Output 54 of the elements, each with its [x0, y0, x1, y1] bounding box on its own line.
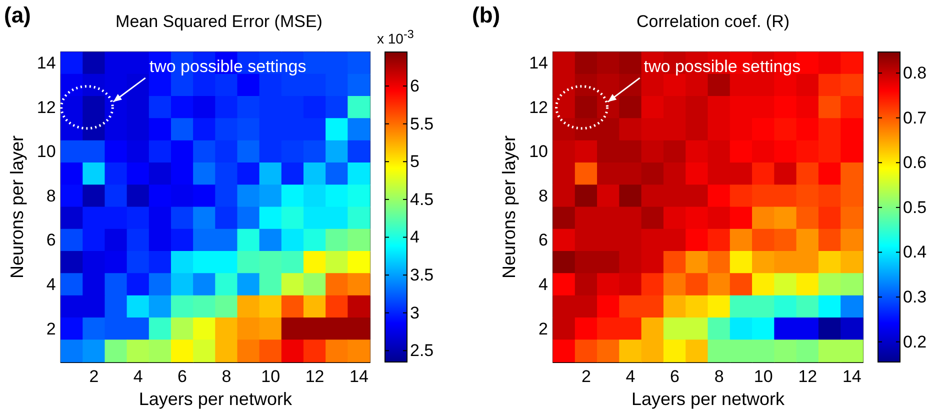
x-tick-label: 10 [261, 367, 280, 386]
x-tick-label: 12 [305, 367, 324, 386]
x-tick-label: 2 [581, 367, 591, 386]
color-bar-label: 0.3 [903, 288, 927, 307]
y-tick-label: 8 [538, 186, 548, 206]
x-tick-label: 4 [133, 367, 143, 386]
y-axis-title: Neurons per layer [499, 135, 520, 279]
x-tick-label: 8 [714, 367, 724, 386]
color-bar-label: 5 [410, 152, 420, 172]
y-tick-label: 10 [529, 142, 548, 162]
color-bar-label: 0.5 [903, 198, 927, 217]
color-bar-label: 5.5 [410, 114, 434, 134]
x-axis-title: Layers per network [631, 388, 786, 409]
y-tick-label: 14 [529, 54, 548, 73]
color-bar-label: 0.6 [903, 153, 927, 172]
y-tick-label: 2 [538, 319, 548, 338]
y-tick-label: 14 [36, 54, 56, 73]
x-axis-title: Layers per network [138, 388, 293, 409]
x-tick-label: 6 [178, 367, 188, 386]
color-bar-label: 3.5 [410, 266, 434, 285]
text: (b) [472, 2, 500, 28]
x-tick-label: 14 [349, 367, 368, 386]
y-tick-label: 6 [46, 230, 56, 250]
chart-title: Correlation coef. (R) [636, 12, 790, 31]
annotation: two possible settings [644, 56, 801, 76]
annotation: two possible settings [149, 56, 306, 76]
x-tick-label: 10 [754, 367, 773, 386]
y-tick-label: 2 [46, 319, 56, 338]
y-tick-label: 10 [36, 142, 56, 162]
y-axis-title: Neurons per layer [7, 135, 27, 279]
y-tick-label: 4 [538, 275, 548, 294]
x-tick-label: 12 [798, 367, 818, 386]
color-bar-label: 4.5 [410, 190, 434, 209]
color-bar-label: 4 [410, 228, 420, 247]
text: (a) [4, 2, 31, 28]
color-bar-label: 0.4 [903, 242, 927, 262]
y-tick-label: 6 [538, 230, 548, 250]
x-tick-label: 4 [626, 367, 636, 386]
x-tick-label: 8 [222, 367, 232, 386]
color-bar-label: 0.7 [903, 108, 927, 128]
x-tick-label: 6 [670, 367, 680, 386]
x-tick-label: 14 [842, 367, 862, 386]
color-bar-label: 0.8 [903, 64, 927, 83]
color-bar-label: 2.5 [410, 341, 434, 360]
color-bar-label: 6 [410, 76, 420, 96]
y-tick-label: 4 [46, 275, 56, 294]
y-tick-label: 12 [36, 98, 56, 117]
color-bar-label: 3 [410, 303, 420, 322]
y-tick-label: 12 [529, 98, 548, 117]
chart-title: Mean Squared Error (MSE) [116, 12, 322, 31]
y-tick-label: 8 [46, 186, 56, 206]
color-bar-title: x 10$^{-3}$ [377, 28, 414, 47]
x-tick-label: 2 [89, 367, 99, 386]
color-bar-label: 0.2 [903, 332, 927, 352]
